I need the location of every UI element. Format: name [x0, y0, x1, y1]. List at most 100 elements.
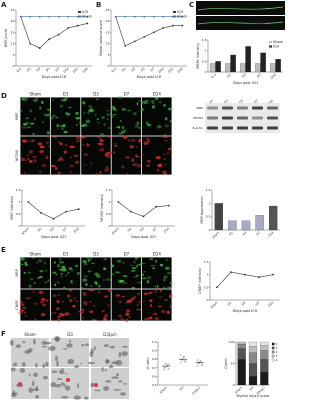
- fiber: [197, 6, 284, 11]
- micrograph-feature: [75, 264, 79, 268]
- point: [38, 15, 41, 18]
- micrograph-feature: [26, 121, 29, 125]
- column-label: D1: [63, 252, 69, 257]
- y-tick-label: 20: [106, 19, 110, 23]
- micrograph-feature: [53, 312, 57, 314]
- y-tick-label: 0.8: [152, 357, 157, 361]
- y-tick-label: 0.5: [202, 59, 207, 63]
- panel-label: B: [96, 1, 101, 9]
- row-label: β-actin: [193, 126, 203, 130]
- fiber: [197, 21, 284, 25]
- micrograph-feature: [85, 304, 88, 306]
- y-tick-label: 0: [19, 224, 21, 228]
- micrograph-feature: [138, 301, 144, 304]
- micrograph-feature: [50, 312, 54, 314]
- micrograph-feature: [146, 164, 151, 167]
- micrograph-feature: [82, 293, 87, 297]
- micrograph-feature: [28, 284, 32, 289]
- point: [124, 44, 127, 47]
- micrograph-feature: [41, 164, 47, 167]
- micrograph-feature: [55, 116, 59, 119]
- micrograph-feature: [149, 258, 154, 261]
- micrograph-feature: [96, 117, 99, 121]
- column-label: Sham: [29, 252, 41, 257]
- micrograph-feature: [89, 109, 95, 113]
- micrograph-feature: [99, 170, 102, 174]
- micrograph-feature: [130, 297, 134, 302]
- micrograph-feature: [81, 308, 84, 312]
- micrograph-feature: [106, 113, 111, 116]
- panel-label: F: [1, 330, 6, 338]
- micrograph-feature: [80, 286, 83, 290]
- point: [155, 205, 158, 208]
- micrograph-feature: [132, 112, 137, 116]
- micrograph-feature: [118, 380, 123, 383]
- micrograph-feature: [116, 259, 122, 263]
- micrograph-feature: [148, 159, 151, 164]
- micrograph-feature: [47, 308, 50, 310]
- micrograph-feature: [56, 123, 60, 128]
- bar-segment: [260, 350, 269, 360]
- y-axis-label: G-ratio: [146, 357, 150, 369]
- x-tick-label: Sham: [211, 231, 220, 240]
- micrograph-feature: [84, 396, 89, 400]
- micrograph-feature: [136, 102, 139, 106]
- micrograph-feature: [163, 135, 168, 139]
- y-tick-label: 25: [106, 8, 110, 12]
- micrograph-feature: [169, 120, 173, 123]
- micrograph-feature: [132, 297, 136, 300]
- micrograph-feature: [105, 166, 109, 170]
- micrograph-feature: [125, 156, 130, 159]
- y-axis-label: NF200 intensity: [100, 194, 104, 222]
- micrograph-feature: [20, 257, 26, 261]
- column-label: D3: [93, 92, 99, 97]
- micrograph-feature: [132, 163, 135, 166]
- micrograph-feature: [48, 144, 51, 149]
- x-tick-label: D7: [256, 73, 262, 79]
- micrograph-feature: [137, 164, 141, 167]
- y-tick-label: 10: [106, 42, 110, 46]
- bar: [210, 63, 216, 73]
- column-label: D14: [153, 92, 162, 97]
- micrograph-feature: [111, 105, 115, 109]
- micrograph-feature: [57, 172, 61, 174]
- micrograph-feature: [59, 369, 65, 375]
- micrograph-feature: [76, 135, 81, 140]
- micrograph-feature: [96, 121, 101, 124]
- micrograph-feature: [55, 384, 62, 388]
- micrograph-feature: [129, 145, 134, 149]
- micrograph-feature: [52, 99, 55, 101]
- micrograph-feature: [37, 142, 43, 146]
- micrograph-feature: [79, 311, 84, 314]
- micrograph-feature: [118, 300, 123, 304]
- micrograph-feature: [164, 124, 169, 128]
- y-tick-label: 20: [11, 19, 15, 23]
- micrograph-feature: [162, 153, 167, 156]
- bar-segment: [248, 376, 258, 386]
- micrograph-feature: [140, 262, 146, 265]
- micrograph-feature: [41, 297, 46, 302]
- micrograph-feature: [37, 276, 40, 280]
- x-tick-label: D28: [81, 67, 88, 74]
- micrograph-feature: [54, 283, 57, 287]
- micrograph-feature: [82, 124, 88, 126]
- arrow-marker: [18, 382, 22, 386]
- x-tick-label: D3: [241, 73, 247, 79]
- x-tick-label: D28: [176, 67, 183, 74]
- micrograph-feature: [69, 170, 72, 174]
- micrograph-feature: [169, 305, 173, 309]
- blot-band: [237, 126, 248, 130]
- micrograph-feature: [115, 359, 123, 366]
- micrograph-feature: [108, 135, 112, 138]
- micrograph-feature: [29, 109, 32, 113]
- point: [198, 362, 200, 365]
- micrograph-feature: [154, 284, 157, 288]
- micrograph-feature: [93, 345, 96, 351]
- bar-segment: [260, 359, 269, 373]
- micrograph-feature: [124, 135, 127, 139]
- blot-band: [252, 116, 263, 120]
- micrograph-feature: [59, 261, 65, 264]
- micrograph-feature: [61, 313, 66, 317]
- micrograph-feature: [39, 170, 42, 173]
- micrograph-feature: [59, 104, 63, 108]
